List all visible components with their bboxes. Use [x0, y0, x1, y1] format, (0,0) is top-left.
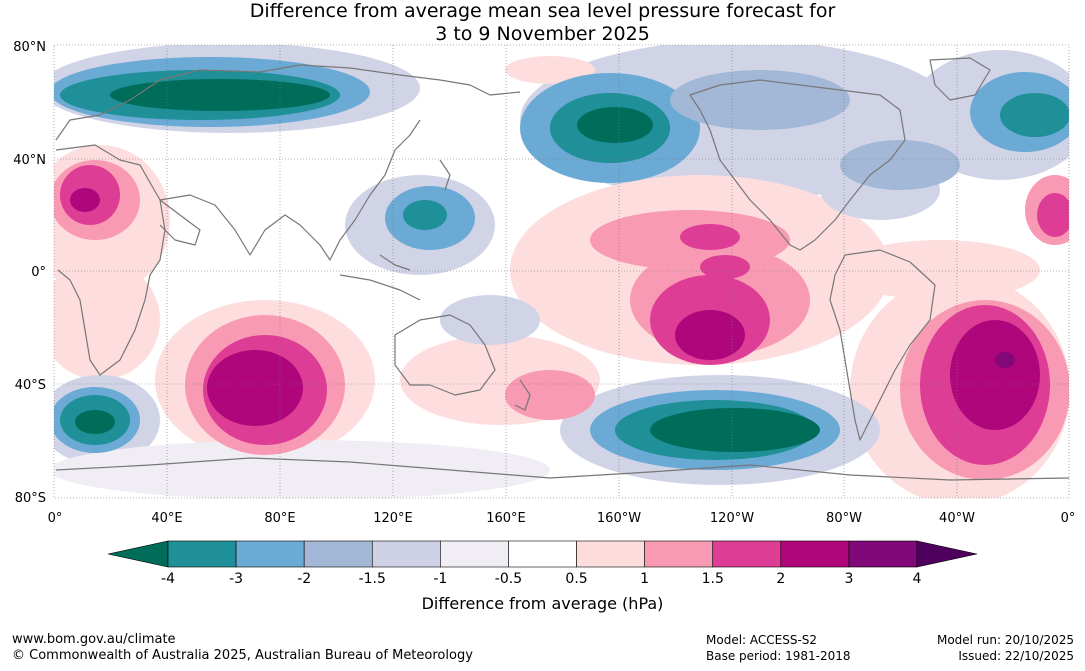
gridlines: [54, 45, 1069, 498]
footer-issued: Issued: 22/10/2025: [958, 649, 1074, 663]
colorbar-segment: [167, 540, 237, 568]
colorbar-tick-label: 3: [844, 571, 853, 587]
colorbar-arrow-high: [916, 540, 978, 568]
colorbar-segment: [440, 540, 509, 568]
colorbar-tick-label: -4: [161, 571, 175, 587]
lon-label: 120°W: [710, 511, 754, 526]
lon-label: 0°: [1061, 511, 1076, 526]
footer-copyright: © Commonwealth of Australia 2025, Austra…: [12, 648, 473, 663]
colorbar-label: Difference from average (hPa): [421, 594, 664, 613]
colorbar-segment: [576, 540, 645, 568]
lat-label: 80°S: [15, 491, 46, 506]
lon-label: 120°E: [373, 511, 413, 526]
footer-model-run: Model run: 20/10/2025: [936, 633, 1074, 647]
lat-label: 40°N: [13, 153, 46, 168]
lon-label: 0°: [48, 511, 63, 526]
anomaly-field: [54, 45, 1069, 498]
colorbar-arrow-low: [107, 540, 169, 568]
lon-label: 160°W: [597, 511, 641, 526]
map-frame: [53, 44, 1070, 499]
latitude-labels: 80°N 40°N 0° 40°S 80°S: [13, 40, 46, 506]
lon-label: 40°E: [151, 511, 182, 526]
colorbar-tick-label: -1: [433, 571, 447, 587]
colorbar-tick-label: 0.5: [565, 571, 587, 587]
colorbar-segment: [508, 540, 577, 568]
footer-url[interactable]: www.bom.gov.au/climate: [12, 632, 176, 647]
colorbar-tick-label: -1.5: [359, 571, 386, 587]
lon-label: 80°E: [264, 511, 295, 526]
colorbar-segment: [712, 540, 782, 568]
lon-label: 40°W: [939, 511, 975, 526]
coastlines: [55, 57, 1069, 481]
colorbar-tick-label: 1.5: [702, 571, 724, 587]
lon-label: 160°E: [486, 511, 526, 526]
peak-anomaly-layer: [70, 79, 1040, 452]
colorbar-segment: [780, 540, 850, 568]
colorbar-segment: [303, 540, 373, 568]
lon-label: 80°W: [826, 511, 862, 526]
colorbar-tick-labels: -4 -3 -2 -1.5 -1 -0.5 0.5 1 1.5 2 3 4: [161, 571, 922, 587]
lat-label: 80°N: [13, 40, 46, 55]
longitude-labels: 0° 40°E 80°E 120°E 160°E 160°W 120°W 80°…: [48, 511, 1076, 526]
colorbar-segment: [235, 540, 305, 568]
title-line-1: Difference from average mean sea level p…: [249, 0, 836, 22]
lat-label: 0°: [31, 265, 46, 280]
map-title: Difference from average mean sea level p…: [0, 0, 1085, 46]
colorbar-tick-label: -0.5: [495, 571, 522, 587]
footer-model: Model: ACCESS-S2: [706, 633, 818, 647]
lat-label: 40°S: [15, 378, 46, 393]
footer-base-period: Base period: 1981-2018: [706, 649, 851, 663]
colorbar-tick-label: 4: [913, 571, 922, 587]
colorbar-segment: [644, 540, 714, 568]
colorbar-segment: [848, 540, 918, 568]
colorbar-tick-label: 1: [640, 571, 649, 587]
colorbar-tick-label: -3: [229, 571, 243, 587]
colorbar: [107, 540, 978, 568]
title-line-2: 3 to 9 November 2025: [435, 23, 650, 45]
colorbar-tick-label: -2: [297, 571, 311, 587]
colorbar-tick-label: 2: [776, 571, 785, 587]
colorbar-segment: [371, 540, 441, 568]
